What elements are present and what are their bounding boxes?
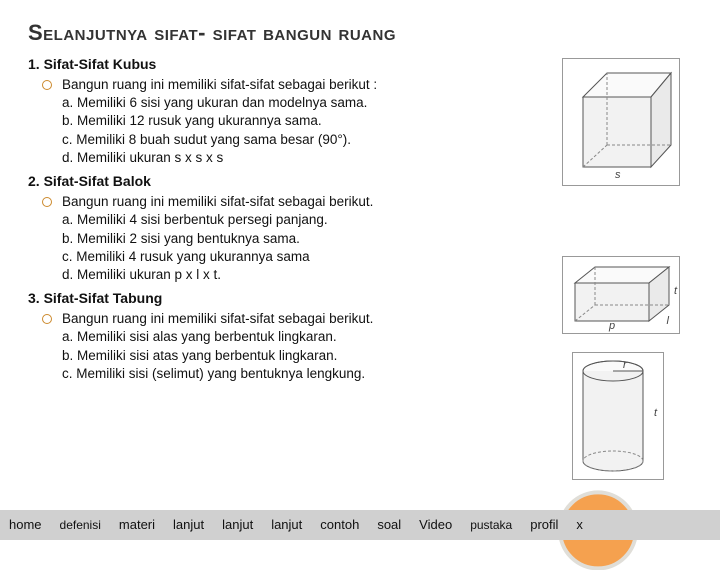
block-label-t: t [674,285,677,297]
bottom-nav: homedefenisimaterilanjutlanjutlanjutcont… [0,510,720,540]
section-item: d. Memiliki ukuran p x l x t. [62,266,373,284]
bullet-ring-icon [42,197,52,207]
section-intro: Bangun ruang ini memiliki sifat-sifat se… [62,310,373,328]
nav-item-x[interactable]: x [567,518,592,532]
section-item: d. Memiliki ukuran s x s x s [62,149,377,167]
nav-item-Video[interactable]: Video [410,518,461,532]
bullet-text: Bangun ruang ini memiliki sifat-sifat se… [62,76,377,167]
section-item: a. Memiliki sisi alas yang berbentuk lin… [62,328,373,346]
nav-item-contoh[interactable]: contoh [311,518,368,532]
nav-item-profil[interactable]: profil [521,518,567,532]
section-item: b. Memiliki 12 rusuk yang ukurannya sama… [62,112,377,130]
block-label-l: l [667,315,669,327]
cylinder-label-t: t [654,407,657,419]
nav-item-pustaka[interactable]: pustaka [461,519,521,532]
block-svg [563,257,681,335]
block-figure: p l t [562,256,680,334]
cube-figure: s [562,58,680,186]
nav-item-lanjut[interactable]: lanjut [164,518,213,532]
cube-svg [563,59,681,187]
nav-item-lanjut[interactable]: lanjut [213,518,262,532]
section-item: c. Memiliki 4 rusuk yang ukurannya sama [62,248,373,266]
section-item: c. Memiliki 8 buah sudut yang sama besar… [62,131,377,149]
nav-item-soal[interactable]: soal [368,518,410,532]
section-item: a. Memiliki 4 sisi berbentuk persegi pan… [62,211,373,229]
bullet-ring-icon [42,80,52,90]
cube-label-s: s [615,169,621,181]
section-intro: Bangun ruang ini memiliki sifat-sifat se… [62,193,373,211]
bullet-text: Bangun ruang ini memiliki sifat-sifat se… [62,310,373,383]
cylinder-label-r: r [623,359,627,371]
cylinder-svg [573,353,665,481]
nav-item-home[interactable]: home [0,518,51,532]
section-intro: Bangun ruang ini memiliki sifat-sifat se… [62,76,377,94]
section-item: a. Memiliki 6 sisi yang ukuran dan model… [62,94,377,112]
section-item: b. Memiliki sisi atas yang berbentuk lin… [62,347,373,365]
section-item: b. Memiliki 2 sisi yang bentuknya sama. [62,230,373,248]
bullet-ring-icon [42,314,52,324]
nav-item-lanjut[interactable]: lanjut [262,518,311,532]
nav-item-defenisi[interactable]: defenisi [51,519,110,532]
page-title: Selanjutnya sifat- sifat bangun ruang [28,20,692,46]
block-label-p: p [609,320,615,332]
section-item: c. Memiliki sisi (selimut) yang bentukny… [62,365,373,383]
nav-item-materi[interactable]: materi [110,518,164,532]
cylinder-figure: r t [572,352,664,480]
bullet-text: Bangun ruang ini memiliki sifat-sifat se… [62,193,373,284]
